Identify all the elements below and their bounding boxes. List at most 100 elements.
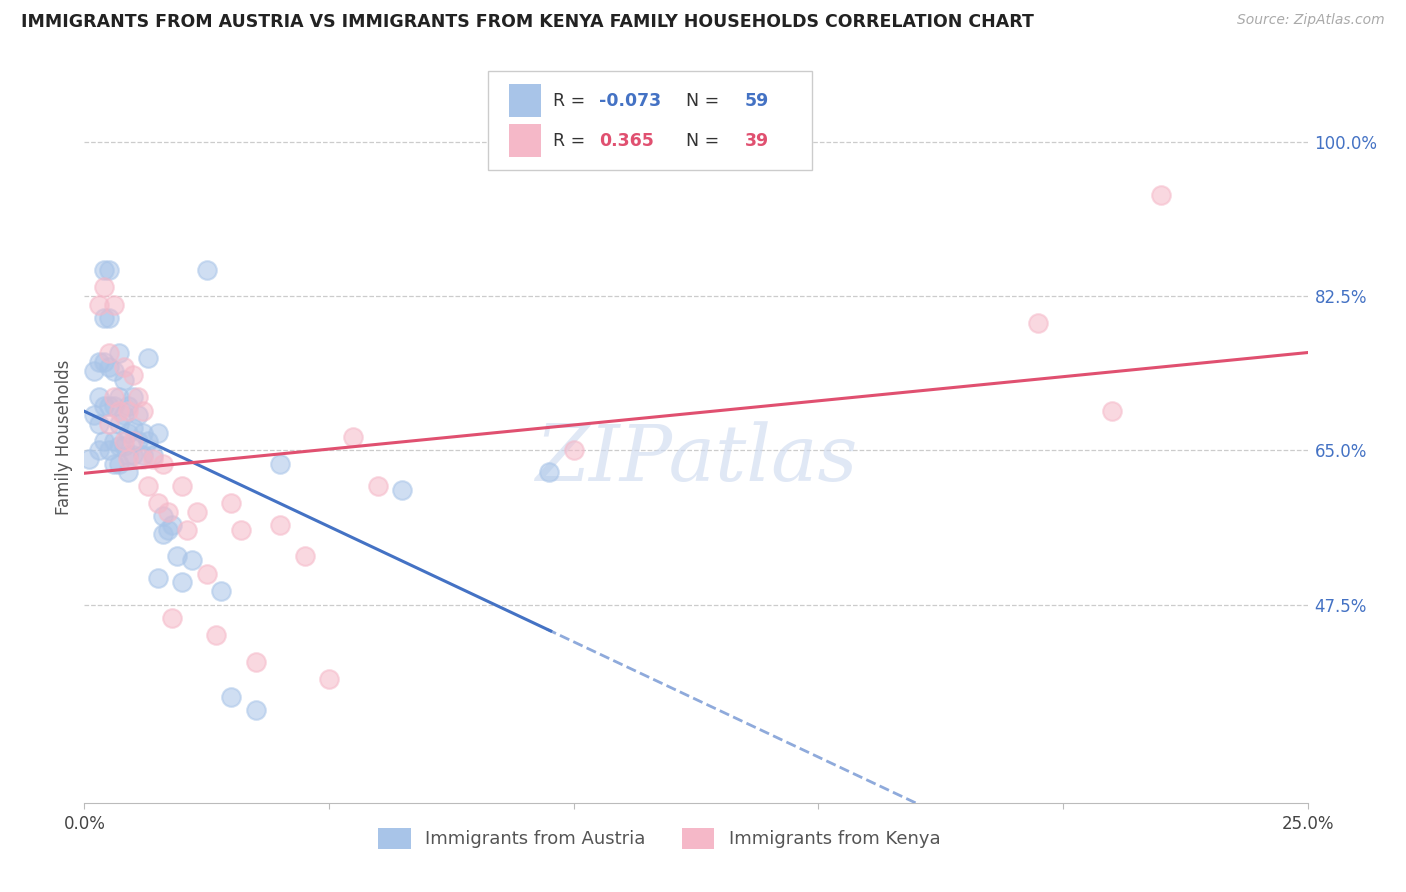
Point [107, 457, 129, 471]
Point [117, 403, 139, 417]
Point [83, 364, 105, 378]
Point [209, 584, 232, 599]
Point [97, 262, 120, 277]
Point [103, 298, 125, 312]
Point [391, 483, 413, 497]
Point [294, 549, 316, 563]
Point [156, 505, 179, 519]
Text: ZIPatlas: ZIPatlas [534, 421, 858, 497]
Point [186, 505, 208, 519]
Point [103, 391, 125, 405]
Point [103, 457, 125, 471]
Point [117, 448, 139, 462]
Point [538, 466, 561, 480]
Point [132, 448, 155, 462]
Point [112, 434, 135, 449]
Point [122, 368, 145, 383]
Text: 39: 39 [745, 132, 769, 150]
Point [97, 311, 120, 326]
Point [132, 403, 155, 417]
Text: N =: N = [675, 92, 725, 110]
FancyBboxPatch shape [509, 84, 541, 117]
Point [1028, 316, 1050, 330]
Text: Source: ZipAtlas.com: Source: ZipAtlas.com [1237, 13, 1385, 28]
Point [127, 434, 149, 449]
Point [107, 417, 129, 431]
Point [219, 690, 242, 704]
Point [117, 399, 139, 413]
Point [93, 280, 115, 294]
Point [1150, 187, 1173, 202]
Point [122, 391, 145, 405]
Point [122, 421, 145, 435]
Point [97, 359, 120, 374]
FancyBboxPatch shape [488, 71, 813, 170]
Point [87, 391, 110, 405]
Point [112, 373, 135, 387]
Point [269, 518, 291, 533]
Point [342, 430, 364, 444]
Point [152, 527, 174, 541]
Point [107, 403, 129, 417]
Point [142, 448, 165, 462]
Point [93, 399, 115, 413]
Point [103, 434, 125, 449]
Text: N =: N = [675, 132, 725, 150]
Point [318, 673, 340, 687]
Point [146, 425, 169, 440]
Point [112, 408, 135, 422]
Point [97, 346, 120, 360]
Point [245, 703, 267, 717]
Point [132, 425, 155, 440]
Point [152, 457, 174, 471]
Point [146, 571, 169, 585]
Point [136, 478, 159, 492]
Point [176, 523, 198, 537]
Point [107, 391, 129, 405]
Point [107, 346, 129, 360]
Text: IMMIGRANTS FROM AUSTRIA VS IMMIGRANTS FROM KENYA FAMILY HOUSEHOLDS CORRELATION C: IMMIGRANTS FROM AUSTRIA VS IMMIGRANTS FR… [21, 13, 1033, 31]
Point [97, 443, 120, 458]
Point [97, 417, 120, 431]
Point [97, 399, 120, 413]
Text: -0.073: -0.073 [599, 92, 661, 110]
Point [127, 408, 149, 422]
Point [156, 523, 179, 537]
Point [93, 434, 115, 449]
Point [122, 448, 145, 462]
Point [93, 311, 115, 326]
Point [112, 439, 135, 453]
Text: 59: 59 [745, 92, 769, 110]
Point [77, 452, 100, 467]
Point [87, 417, 110, 431]
Point [367, 478, 389, 492]
Point [136, 434, 159, 449]
Point [562, 443, 585, 458]
Point [117, 452, 139, 467]
Point [1101, 403, 1123, 417]
Point [219, 496, 242, 510]
Point [162, 611, 184, 625]
Point [162, 518, 184, 533]
Point [195, 262, 218, 277]
Point [122, 434, 145, 449]
Point [172, 478, 194, 492]
Point [166, 549, 188, 563]
Point [205, 628, 228, 642]
Point [229, 523, 252, 537]
Point [172, 575, 194, 590]
Point [83, 408, 105, 422]
Point [87, 355, 110, 369]
Point [152, 509, 174, 524]
Point [142, 452, 165, 467]
Text: 0.365: 0.365 [599, 132, 654, 150]
Point [87, 298, 110, 312]
Point [132, 452, 155, 467]
FancyBboxPatch shape [509, 124, 541, 157]
Point [127, 391, 149, 405]
Point [136, 351, 159, 365]
Point [93, 355, 115, 369]
Text: R =: R = [553, 92, 591, 110]
Point [195, 566, 218, 581]
Point [269, 457, 291, 471]
